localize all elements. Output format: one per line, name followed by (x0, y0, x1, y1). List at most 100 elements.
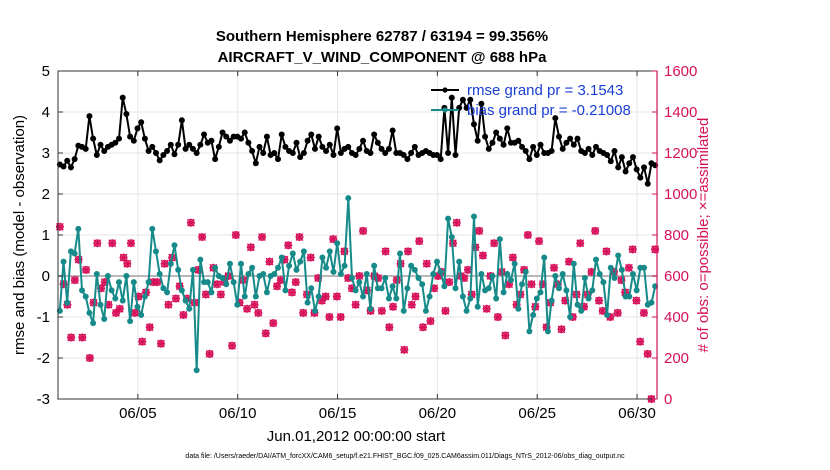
rmse-point (123, 111, 130, 118)
rmse-point (127, 133, 134, 140)
obs-assimilated-marker (67, 333, 76, 342)
bias-point (319, 254, 326, 261)
y-tick-label: 2 (42, 186, 50, 203)
plot-area: 06/05 06/10 06/15 06/20 06/25 06/30 -3 -2 -1 0 1 2 3… (37, 63, 698, 422)
bias-point (171, 242, 178, 249)
bias-point (459, 293, 466, 300)
obs-assimilated-marker (235, 298, 244, 307)
obs-assimilated-marker (527, 280, 536, 289)
obs-assimilated-marker (557, 325, 566, 334)
bias-point (127, 318, 134, 325)
rmse-point (452, 152, 459, 159)
obs-assimilated-marker (550, 263, 559, 272)
bias-point (511, 260, 518, 267)
obs-assimilated-marker (246, 243, 255, 252)
bias-point (604, 311, 611, 318)
bias-point (478, 270, 485, 277)
bias-point (156, 270, 163, 277)
rmse-point (478, 100, 485, 107)
obs-assimilated-marker (205, 349, 214, 358)
obs-assimilated-marker (85, 354, 94, 362)
obs-assimilated-marker (478, 251, 487, 260)
bias-point (90, 320, 97, 327)
rmse-point (112, 139, 119, 146)
obs-assimilated-marker (576, 239, 585, 248)
rmse-point (297, 154, 304, 161)
rmse-point (489, 139, 496, 146)
rmse-point (574, 135, 581, 142)
obs-assimilated-marker (82, 265, 91, 274)
bias-point (160, 285, 167, 292)
bias-point (286, 262, 293, 269)
legend-bias-marker (442, 107, 448, 113)
rmse-point (519, 143, 526, 150)
bias-point (470, 213, 477, 220)
obs-assimilated-marker (624, 263, 633, 272)
rmse-point (496, 135, 503, 142)
obs-assimilated-marker (295, 233, 304, 242)
obs-assimilated-marker (463, 265, 472, 274)
rmse-point (311, 145, 318, 152)
obs-assimilated-marker (287, 288, 296, 297)
bias-point (56, 307, 63, 314)
bias-point (496, 236, 503, 243)
rmse-point (585, 145, 592, 152)
y-tick-label: 4 (42, 104, 50, 121)
obs-assimilated-marker (284, 241, 293, 250)
bias-point (82, 293, 89, 300)
rmse-point (463, 104, 470, 111)
rmse-point (356, 145, 363, 152)
rmse-point (437, 156, 444, 163)
rmse-point (641, 164, 648, 171)
bias-point (378, 285, 385, 292)
legend-rmse-label: rmse grand pr = 3.1543 (467, 82, 623, 99)
rmse-point (130, 137, 137, 144)
bias-point (500, 289, 507, 296)
obs-assimilated-marker (392, 276, 401, 285)
rmse-point (408, 149, 415, 156)
obs-assimilated-marker (643, 349, 652, 358)
obs-assimilated-marker (119, 253, 128, 262)
bias-point (182, 297, 189, 304)
rmse-point (522, 147, 529, 154)
rmse-point (116, 135, 123, 142)
bias-point (570, 260, 577, 267)
chart-subtitle: AIRCRAFT_V_WIND_COMPONENT @ 688 hPa (218, 49, 548, 66)
rmse-point (138, 119, 145, 126)
x-tick-label: 06/15 (319, 405, 357, 422)
bias-point (541, 254, 548, 261)
rmse-point (93, 152, 100, 159)
rmse-point (644, 180, 651, 187)
y-axis-label: rmse and bias (model - observation) (11, 115, 28, 355)
rmse-point (145, 147, 152, 154)
bias-point (141, 293, 148, 300)
rmse-point (467, 96, 474, 103)
bias-point (152, 248, 159, 255)
bias-point (474, 303, 481, 310)
bias-point (592, 256, 599, 263)
obs-assimilated-marker (175, 282, 184, 291)
rmse-point (245, 139, 252, 146)
bias-point (282, 287, 289, 294)
rmse-point (385, 145, 392, 152)
bias-point (548, 297, 555, 304)
rmse-point (238, 135, 245, 142)
obs-assimilated-marker (609, 267, 618, 276)
rmse-point (215, 143, 222, 150)
bias-point (629, 270, 636, 277)
data-file-footnote: data file: /Users/raeder/DAI/ATM_forcXX/… (185, 453, 625, 460)
bias-point (104, 272, 111, 279)
bias-point (430, 270, 437, 277)
bias-point (167, 260, 174, 267)
bias-point (463, 307, 470, 314)
obs-assimilated-marker (602, 247, 611, 256)
y-right-tick-label: 400 (664, 309, 689, 326)
rmse-point (152, 149, 159, 156)
rmse-point (160, 152, 167, 159)
obs-assimilated-marker (351, 300, 360, 309)
obs-assimilated-marker (505, 280, 514, 289)
rmse-point (504, 125, 511, 132)
obs-assimilated-marker (628, 245, 637, 254)
bias-point (411, 266, 418, 273)
rmse-point (548, 147, 555, 154)
